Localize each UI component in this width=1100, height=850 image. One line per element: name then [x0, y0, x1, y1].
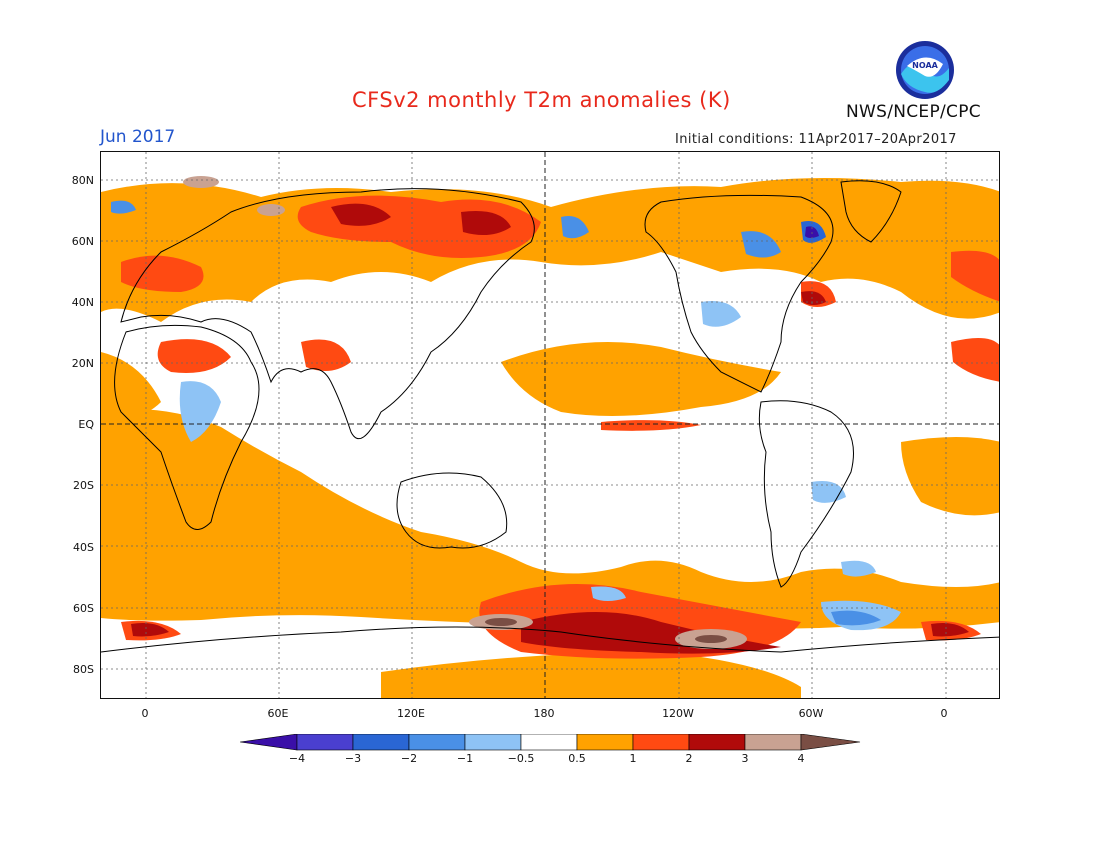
- colorbar-swatch-lt-minus-4: [240, 734, 298, 751]
- forecast-month: Jun 2017: [100, 127, 176, 147]
- colorbar-swatch-minus-3-to-minus-2: [352, 734, 410, 751]
- agency-label: NWS/NCEP/CPC: [846, 102, 981, 122]
- lat-label-20n: 20N: [71, 357, 94, 370]
- colorbar-swatch-neutral: [520, 734, 578, 751]
- antarctica-outline: [101, 626, 999, 653]
- colorbar-swatch-minus-1-to-minus-0p5: [464, 734, 522, 751]
- colorbar-swatch-0p5-to-1: [576, 734, 634, 751]
- lat-label-60n: 60N: [71, 235, 94, 248]
- logo-lettering: NOAA: [912, 61, 938, 70]
- noaa-logo-icon: NOAA: [896, 41, 954, 99]
- colorbar-swatch-3-to-4: [744, 734, 802, 751]
- australia-outline: [396, 472, 508, 549]
- colorbar-label-minus-4: −4: [288, 752, 306, 765]
- colorbar-swatch-1-to-2: [632, 734, 690, 751]
- initial-conditions: Initial conditions: 11Apr2017–20Apr2017: [675, 132, 957, 147]
- anomaly-over-4: [485, 618, 727, 643]
- anomaly-minus-1-to-minus-2: [111, 200, 881, 626]
- lon-label-0-west: 0: [141, 707, 149, 720]
- lon-label-180: 180: [533, 707, 555, 720]
- colorbar-label-2: 2: [685, 752, 693, 765]
- colorbar-label-1: 1: [629, 752, 637, 765]
- lon-label-120e: 120E: [397, 707, 425, 720]
- colorbar-label-minus-2: −2: [400, 752, 418, 765]
- lon-label-60e: 60E: [267, 707, 289, 720]
- colorbar-label-minus-3: −3: [344, 752, 362, 765]
- lat-label-60s: 60S: [73, 602, 94, 615]
- colorbar: [240, 734, 861, 751]
- anomaly-2-to-3: [131, 203, 969, 654]
- lat-label-80n: 80N: [71, 174, 94, 187]
- lon-label-120w: 120W: [662, 707, 694, 720]
- greenland-outline: [840, 180, 902, 243]
- anomaly-map: [100, 151, 1000, 699]
- colorbar-swatch-gt-4: [800, 734, 861, 751]
- lon-label-60w: 60W: [798, 707, 824, 720]
- lat-label-80s: 80S: [73, 663, 94, 676]
- south-america-outline: [758, 400, 854, 588]
- africa-outline: [114, 324, 260, 530]
- lat-label-40s: 40S: [73, 541, 94, 554]
- continent-outlines: [101, 180, 999, 653]
- lat-label-eq: EQ: [78, 418, 94, 431]
- lon-label-0-east: 0: [940, 707, 948, 720]
- chart-title: CFSv2 monthly T2m anomalies (K): [352, 88, 731, 112]
- lat-label-40n: 40N: [71, 296, 94, 309]
- colorbar-label-minus-1: −1: [456, 752, 474, 765]
- colorbar-label-3: 3: [741, 752, 749, 765]
- colorbar-label-0p5: 0.5: [568, 752, 586, 765]
- eurasia-outline: [120, 188, 535, 440]
- colorbar-swatch-minus-2-to-minus-1: [408, 734, 466, 751]
- colorbar-label-minus-0p5: −0.5: [507, 752, 535, 765]
- lat-label-20s: 20S: [73, 479, 94, 492]
- colorbar-swatch-minus-4-to-minus-3: [296, 734, 354, 751]
- colorbar-label-4: 4: [797, 752, 805, 765]
- equator-and-dateline: [101, 152, 999, 698]
- colorbar-swatch-2-to-3: [688, 734, 746, 751]
- map-gridlines: [101, 152, 999, 698]
- north-america-outline: [644, 194, 834, 393]
